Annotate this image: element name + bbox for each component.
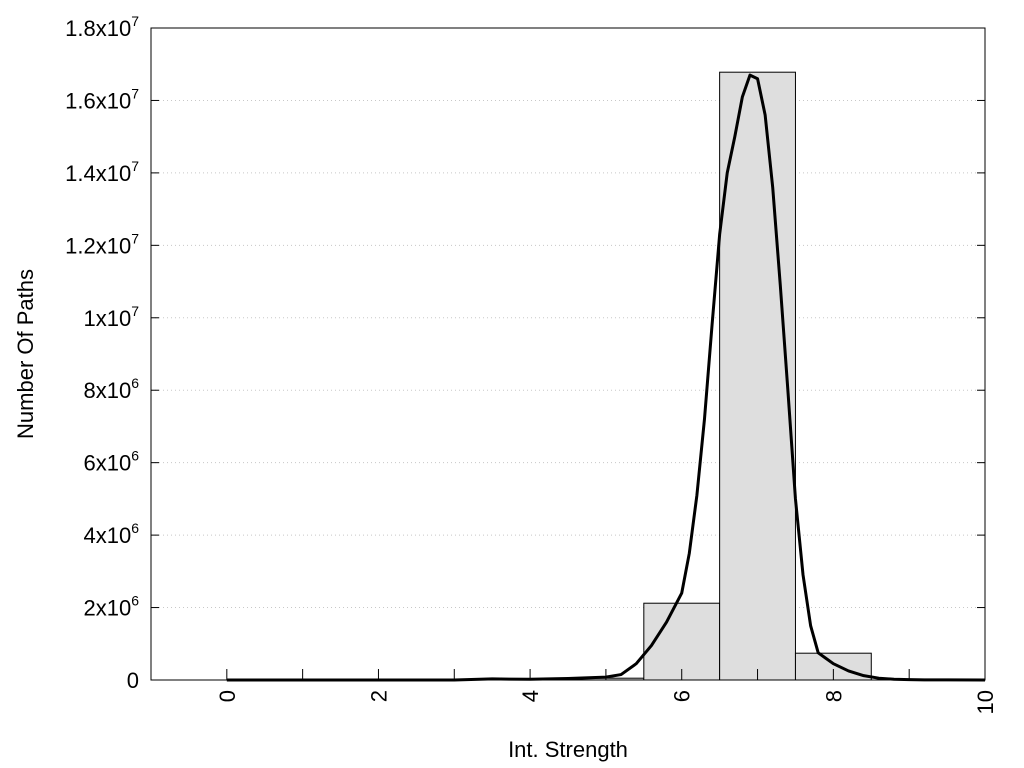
x-tick-label: 2 bbox=[366, 690, 391, 702]
plot-frame bbox=[150, 27, 986, 681]
y-tick-label: 1.2x107 bbox=[65, 230, 139, 258]
x-axis-label: Int. Strength bbox=[508, 737, 628, 762]
x-tick-label: 4 bbox=[518, 690, 543, 702]
y-tick-label: 1.6x107 bbox=[65, 85, 139, 113]
fit-curve bbox=[226, 73, 986, 682]
y-tick-label: 6x106 bbox=[83, 448, 139, 476]
fit-curve-line bbox=[226, 73, 986, 682]
y-tick-label: 2x106 bbox=[83, 593, 139, 621]
bar-7 bbox=[719, 71, 796, 681]
x-tick-label: 0 bbox=[215, 690, 240, 702]
grid-lines bbox=[151, 99, 985, 609]
y-tick-label: 1.4x107 bbox=[65, 158, 139, 186]
y-tick-label: 8x106 bbox=[83, 375, 139, 403]
x-tick-label: 6 bbox=[670, 690, 695, 702]
x-axis-ticks: 0 2 4 6 8 10 bbox=[215, 669, 998, 714]
y-tick-label: 1x107 bbox=[83, 303, 139, 331]
x-tick-label: 8 bbox=[821, 690, 846, 702]
x-tick-label: 10 bbox=[973, 690, 998, 714]
y-axis-ticks: 0 2x106 4x106 6x106 8x106 1x107 1.2x107 1.4x107… bbox=[65, 13, 985, 693]
y-tick-label: 1.8x107 bbox=[65, 13, 139, 41]
y-tick-label: 4x106 bbox=[83, 520, 139, 548]
y-axis-label: Number Of Paths bbox=[13, 269, 38, 439]
bars bbox=[491, 71, 872, 681]
y-tick-label: 0 bbox=[127, 668, 139, 693]
